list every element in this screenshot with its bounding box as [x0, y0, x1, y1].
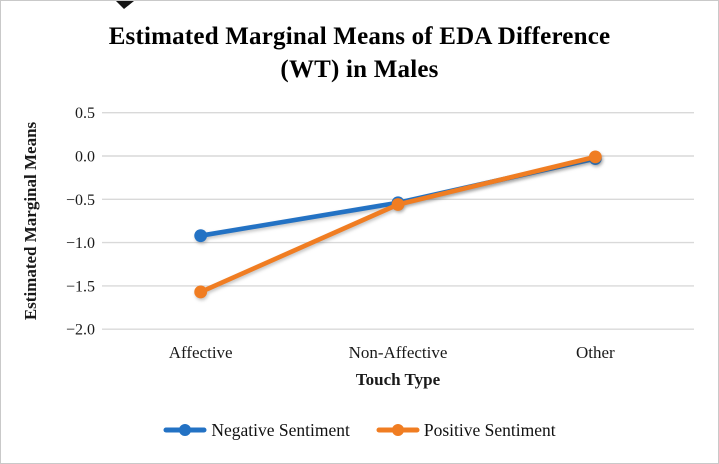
x-axis-title: Touch Type	[355, 370, 441, 389]
stray-mark	[116, 1, 134, 9]
legend-line-negative-icon	[163, 424, 207, 436]
x-category-label: Affective	[169, 343, 233, 362]
data-point-marker	[588, 150, 602, 164]
data-point-marker	[194, 285, 208, 299]
data-point-marker	[391, 198, 405, 211]
x-category-label: Other	[576, 343, 615, 362]
legend-line-positive-icon	[376, 424, 420, 436]
y-tick-label: −0.5	[66, 192, 95, 209]
y-tick-label: 0.5	[75, 105, 95, 122]
chart-title: Estimated Marginal Means of EDA Differen…	[1, 20, 718, 86]
series-positive-sentiment	[194, 150, 602, 299]
legend-item-negative: Negative Sentiment	[163, 420, 350, 441]
y-tick-label: −1.5	[66, 278, 95, 295]
legend-label-positive: Positive Sentiment	[423, 419, 556, 440]
legend-label-negative: Negative Sentiment	[211, 419, 350, 440]
data-point-marker	[194, 229, 208, 243]
chart-title-line1: Estimated Marginal Means of EDA Differen…	[108, 23, 611, 50]
x-category-label: Non-Affective	[349, 343, 448, 362]
legend-item-positive: Positive Sentiment	[376, 420, 556, 441]
legend: Negative Sentiment Positive Sentiment	[1, 416, 718, 444]
series-negative-sentiment	[194, 152, 602, 243]
y-tick-label: −1.0	[66, 235, 95, 252]
y-tick-label: −2.0	[66, 322, 95, 339]
chart-title-line2: (WT) in Males	[280, 56, 439, 83]
y-tick-label: 0.0	[75, 149, 95, 166]
